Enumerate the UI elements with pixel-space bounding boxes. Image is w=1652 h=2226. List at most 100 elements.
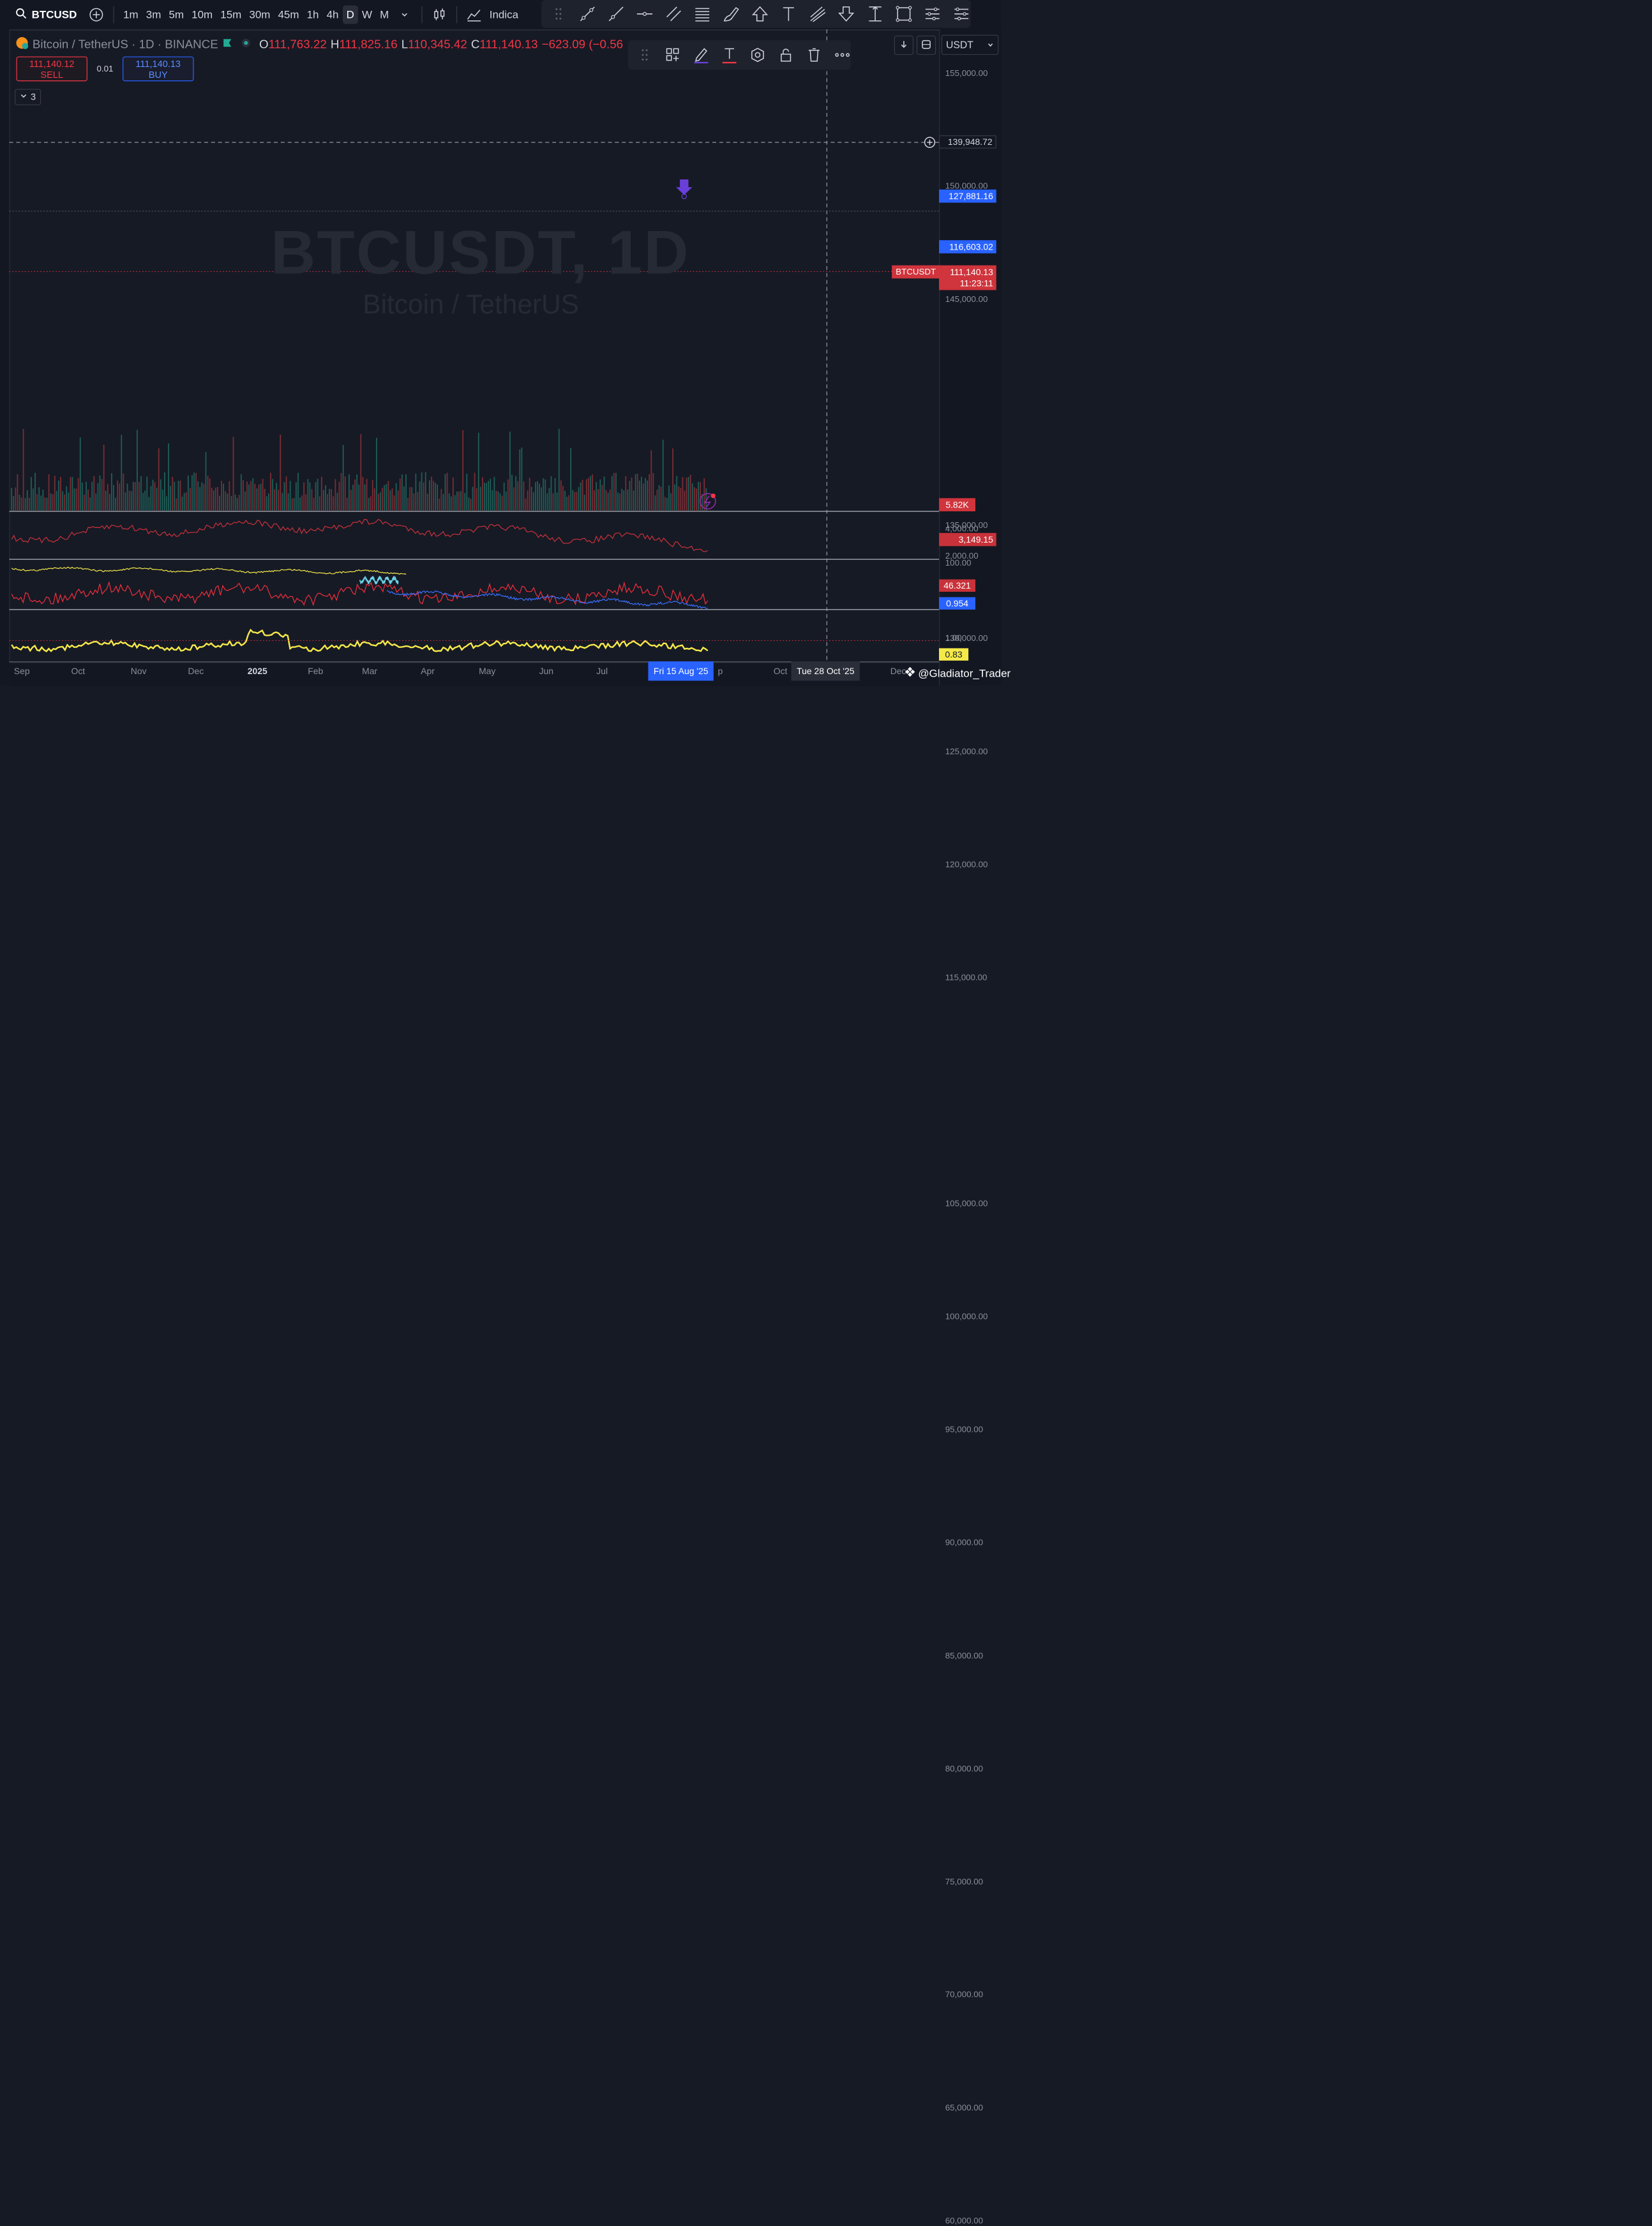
fullscreen-button[interactable]	[916, 35, 936, 56]
down-arrow-marker[interactable]	[676, 179, 693, 200]
volume-bar	[54, 476, 56, 511]
rectangle-icon[interactable]	[894, 4, 913, 24]
add-symbol-icon[interactable]	[89, 7, 104, 22]
indicators-icon[interactable]	[466, 7, 481, 22]
sell-button[interactable]: 111,140.12 SELL	[16, 56, 87, 82]
timeframe-30m[interactable]: 30m	[249, 8, 271, 21]
volume-bar	[625, 476, 627, 511]
volume-bar	[519, 449, 521, 511]
volume-bar	[93, 476, 95, 511]
volume-bar	[407, 497, 409, 511]
pitchfork-icon[interactable]	[808, 4, 827, 24]
volume-bar	[260, 483, 262, 511]
buy-button[interactable]: 111,140.13 BUY	[122, 56, 194, 82]
volume-bar	[656, 490, 658, 511]
brush-icon[interactable]	[722, 4, 740, 24]
timeframe-d[interactable]: D	[342, 5, 358, 24]
volume-bar	[146, 476, 148, 511]
volume-bar	[650, 450, 652, 511]
time-axis[interactable]	[9, 662, 940, 686]
timeframe-m[interactable]: M	[380, 8, 389, 21]
fib-channel-icon[interactable]	[923, 4, 942, 24]
volume-bar	[164, 472, 165, 511]
volume-bar	[450, 496, 452, 511]
chart-canvas[interactable]	[0, 0, 1001, 686]
parallel-channel-icon[interactable]	[665, 4, 683, 24]
timeframe-1m[interactable]: 1m	[123, 8, 139, 21]
arrow-down-icon[interactable]	[837, 4, 855, 24]
last-price-label: 111,140.13 11:23:11	[939, 265, 996, 290]
replay-lightning-icon[interactable]	[699, 493, 716, 510]
volume-bar	[232, 437, 234, 511]
ohlc-low: L110,345.42	[402, 38, 467, 52]
volume-bar	[309, 482, 311, 511]
timeframe-45m[interactable]: 45m	[278, 8, 299, 21]
volume-bar	[613, 472, 615, 511]
price-tick: 105,000.00	[945, 1198, 988, 1208]
timeframe-w[interactable]: W	[361, 8, 372, 21]
volume-bar	[499, 493, 501, 511]
volume-bar	[48, 474, 50, 511]
currency-selector[interactable]: USDT	[941, 34, 999, 56]
volume-bar	[270, 472, 271, 511]
add-alert-icon[interactable]	[924, 136, 936, 148]
settings-sliders-icon[interactable]	[952, 4, 970, 24]
lock-icon[interactable]	[777, 45, 794, 64]
chevron-down-icon[interactable]	[396, 7, 412, 22]
text-color-icon[interactable]	[721, 45, 738, 64]
volume-bar	[530, 486, 532, 511]
drag-handle-icon[interactable]	[636, 45, 653, 64]
text-icon[interactable]	[779, 4, 798, 24]
add-template-icon[interactable]	[664, 45, 681, 64]
fib-retracement-icon[interactable]	[693, 4, 712, 24]
drag-handle-icon[interactable]	[549, 4, 567, 24]
indicators-button[interactable]: Indica	[489, 8, 519, 21]
volume-bar	[252, 478, 254, 511]
time-tick: Feb	[308, 666, 324, 677]
trend-line-icon[interactable]	[578, 4, 596, 24]
volume-bar	[26, 490, 28, 511]
pane4-value: 0.83	[939, 648, 969, 661]
legend-title[interactable]: Bitcoin / TetherUS · 1D · BINANCE	[32, 37, 218, 51]
volume-bar	[73, 488, 75, 511]
timeframe-15m[interactable]: 15m	[220, 8, 242, 21]
volume-bar	[346, 497, 348, 511]
symbol-search[interactable]: BTCUSD	[0, 8, 84, 22]
timeframe-4h[interactable]: 4h	[326, 8, 339, 21]
timeframe-10m[interactable]: 10m	[191, 8, 213, 21]
volume-bar	[521, 447, 523, 511]
divider	[113, 6, 114, 24]
trash-icon[interactable]	[805, 45, 822, 64]
time-tick: Sep	[13, 666, 30, 677]
timeframe-5m[interactable]: 5m	[169, 8, 184, 21]
arrow-up-icon[interactable]	[751, 4, 769, 24]
volume-bar	[358, 484, 360, 511]
line-color-icon[interactable]	[693, 45, 710, 64]
visibility-icon[interactable]	[241, 38, 252, 52]
candles-icon[interactable]	[432, 7, 447, 22]
volume-bar	[399, 478, 401, 511]
volume-bar	[370, 496, 372, 511]
volume-bar	[282, 493, 283, 511]
volume-bar	[336, 492, 338, 511]
volume-bar	[217, 486, 218, 511]
price-range-icon[interactable]	[866, 4, 884, 24]
volume-bar	[77, 478, 79, 511]
timeframe-3m[interactable]: 3m	[146, 8, 161, 21]
settings-icon[interactable]	[749, 45, 766, 64]
volume-bar	[654, 495, 656, 511]
indicators-collapse-button[interactable]: 3	[15, 89, 41, 105]
scroll-to-latest-button[interactable]	[894, 35, 914, 56]
more-icon[interactable]	[834, 45, 851, 64]
timeframe-1h[interactable]: 1h	[306, 8, 319, 21]
volume-bar	[223, 483, 225, 511]
volume-bar	[599, 479, 601, 511]
ray-icon[interactable]	[606, 4, 625, 24]
volume-bar	[384, 485, 386, 511]
volume-bar	[236, 498, 238, 511]
volume-bar	[246, 481, 248, 511]
volume-bar	[638, 480, 640, 511]
horizontal-ray-icon[interactable]	[636, 4, 654, 24]
time-tick: May	[479, 666, 496, 677]
volume-bar	[617, 492, 619, 511]
